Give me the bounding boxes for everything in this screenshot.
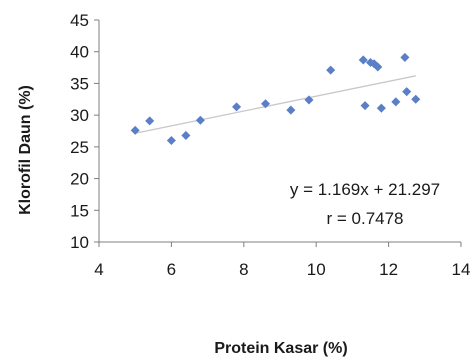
y-ticks: 10 15 20 25 30 35 40 45: [70, 11, 99, 252]
data-point: [400, 52, 410, 62]
data-point: [130, 125, 140, 135]
data-point: [326, 65, 336, 75]
trendline-group: [135, 75, 416, 134]
data-point: [402, 87, 412, 97]
data-point: [286, 105, 296, 115]
data-point: [195, 115, 205, 125]
y-tick-label: 20: [70, 170, 89, 189]
x-tick-label: 6: [167, 260, 176, 279]
y-tick-label: 10: [70, 233, 89, 252]
y-tick-label: 45: [70, 11, 89, 30]
axes: [98, 20, 461, 243]
trendline: [135, 75, 416, 134]
data-point: [360, 101, 370, 111]
equation-annotation: y = 1.169x + 21.297: [290, 180, 440, 199]
y-tick-label: 25: [70, 138, 89, 157]
y-tick-label: 35: [70, 74, 89, 93]
data-point: [376, 103, 386, 113]
data-point: [232, 102, 242, 112]
data-point: [145, 116, 155, 126]
y-tick-label: 30: [70, 106, 89, 125]
x-axis-title: Protein Kasar (%): [214, 340, 347, 357]
x-ticks: 4 6 8 10 12 14: [94, 242, 470, 279]
data-point: [260, 99, 271, 109]
data-point: [304, 95, 314, 105]
y-axis-title: Klorofil Daun (%): [17, 85, 34, 215]
x-tick-label: 10: [307, 260, 326, 279]
x-tick-label: 8: [239, 260, 248, 279]
data-points: [130, 52, 421, 146]
correlation-annotation: r = 0.7478: [326, 209, 403, 228]
x-tick-label: 12: [379, 260, 398, 279]
data-point: [391, 97, 401, 107]
x-tick-label: 4: [94, 260, 103, 279]
y-tick-label: 15: [70, 201, 89, 220]
data-point: [411, 94, 421, 104]
data-point: [166, 135, 176, 146]
data-point: [358, 55, 368, 65]
data-point: [181, 130, 191, 140]
x-tick-label: 14: [452, 260, 471, 279]
y-tick-label: 40: [70, 43, 89, 62]
